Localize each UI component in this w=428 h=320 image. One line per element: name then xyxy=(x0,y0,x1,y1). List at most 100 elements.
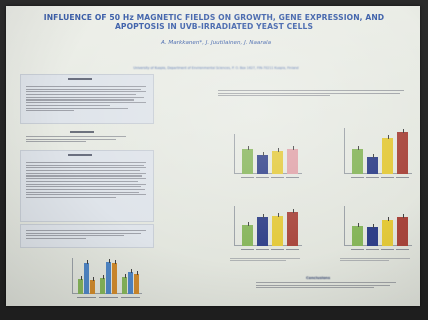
x-tick-label-placeholder xyxy=(351,249,364,250)
bar-chart-1 xyxy=(234,134,302,178)
x-tick-label-placeholder xyxy=(366,177,379,178)
text-section-3-lines xyxy=(26,162,146,200)
x-tick-label-placeholder xyxy=(286,249,299,250)
error-bar xyxy=(108,258,110,263)
conclusions-lines xyxy=(256,282,396,290)
poster-title-line-1: INFLUENCE OF 50 Hz MAGNETIC FIELDS ON GR… xyxy=(43,13,385,22)
poster-title-line-2: APOPTOSIS IN UVB-IRRADIATED YEAST CELLS xyxy=(114,22,314,31)
x-axis xyxy=(344,173,412,174)
text-section-1-lines xyxy=(26,86,146,113)
error-bar xyxy=(387,135,389,140)
bar-chart-5 xyxy=(72,258,142,298)
section-heading-placeholder xyxy=(68,78,92,80)
scientific-poster: INFLUENCE OF 50 Hz MAGNETIC FIELDS ON GR… xyxy=(6,6,420,306)
chart-caption-right xyxy=(340,258,410,263)
text-section-1 xyxy=(20,74,154,124)
error-bar xyxy=(86,260,88,265)
bar xyxy=(272,216,283,246)
x-tick-label-placeholder xyxy=(89,297,96,298)
poster-affiliation: University of Kuopio, Department of Envi… xyxy=(133,66,299,70)
bar-chart-4 xyxy=(344,206,412,250)
bar xyxy=(382,219,393,246)
error-bar xyxy=(292,208,294,213)
section-heading-placeholder xyxy=(70,131,94,133)
poster-authors: A. Markkanen*, J. Juutilainen, J. Naaral… xyxy=(160,40,272,46)
bar xyxy=(367,156,378,174)
x-tick-label-placeholder xyxy=(105,297,112,298)
bar xyxy=(242,225,253,246)
bar xyxy=(122,277,127,294)
bar xyxy=(367,226,378,246)
y-axis xyxy=(234,206,235,246)
x-tick-label-placeholder xyxy=(286,177,299,178)
x-tick-label-placeholder xyxy=(121,297,128,298)
poster-title: INFLUENCE OF 50 Hz MAGNETIC FIELDS ON GR… xyxy=(20,13,408,31)
error-bar xyxy=(402,128,404,133)
x-tick-label-placeholder xyxy=(366,249,379,250)
bar xyxy=(352,226,363,246)
chart-caption-left xyxy=(230,258,300,263)
error-bar xyxy=(247,146,249,151)
bar xyxy=(128,271,133,294)
error-bar xyxy=(402,214,404,219)
error-bar xyxy=(247,222,249,227)
bar xyxy=(287,211,298,246)
y-axis xyxy=(344,206,345,246)
error-bar xyxy=(357,145,359,150)
error-bar xyxy=(277,147,279,152)
error-bar xyxy=(277,213,279,218)
bar xyxy=(382,138,393,174)
error-bar xyxy=(262,151,264,156)
bar xyxy=(84,263,89,294)
error-bar xyxy=(262,214,264,219)
bar xyxy=(257,217,268,246)
error-bar xyxy=(372,223,374,228)
x-tick-label-placeholder xyxy=(351,177,364,178)
x-tick-label-placeholder xyxy=(256,177,269,178)
y-axis xyxy=(72,258,73,294)
bar-chart-2 xyxy=(344,128,412,178)
x-tick-label-placeholder xyxy=(381,249,394,250)
x-tick-label-placeholder xyxy=(396,177,409,178)
bar xyxy=(106,261,111,294)
heading-conclusions: Conclusions xyxy=(306,276,331,280)
error-bar xyxy=(292,146,294,151)
text-section-2-lines xyxy=(26,136,126,144)
error-bar xyxy=(130,268,132,273)
error-bar xyxy=(372,153,374,158)
error-bar xyxy=(114,260,116,265)
x-tick-label-placeholder xyxy=(241,249,254,250)
x-tick-label-placeholder xyxy=(241,177,254,178)
x-axis xyxy=(234,245,302,246)
bar xyxy=(352,148,363,174)
error-bar xyxy=(136,270,138,275)
text-section-4-lines xyxy=(26,230,146,241)
x-tick-label-placeholder xyxy=(77,297,84,298)
x-tick-label-placeholder xyxy=(99,297,106,298)
x-axis xyxy=(234,173,302,174)
bar-chart-3 xyxy=(234,206,302,250)
bar xyxy=(397,217,408,246)
x-tick-label-placeholder xyxy=(83,297,90,298)
bar xyxy=(90,280,95,294)
x-tick-label-placeholder xyxy=(256,249,269,250)
x-tick-label-placeholder xyxy=(396,249,409,250)
x-tick-label-placeholder xyxy=(271,177,284,178)
error-bar xyxy=(102,275,104,280)
bar xyxy=(112,263,117,294)
x-tick-label-placeholder xyxy=(381,177,394,178)
error-bar xyxy=(124,274,126,279)
bar xyxy=(134,273,139,294)
x-tick-label-placeholder xyxy=(111,297,118,298)
x-tick-label-placeholder xyxy=(133,297,140,298)
error-bar xyxy=(92,277,94,282)
x-tick-label-placeholder xyxy=(127,297,134,298)
bar xyxy=(287,149,298,174)
x-axis xyxy=(344,245,412,246)
y-axis xyxy=(344,128,345,174)
section-heading-placeholder xyxy=(68,154,92,156)
error-bar xyxy=(357,223,359,227)
y-axis xyxy=(234,134,235,174)
error-bar xyxy=(387,216,389,221)
